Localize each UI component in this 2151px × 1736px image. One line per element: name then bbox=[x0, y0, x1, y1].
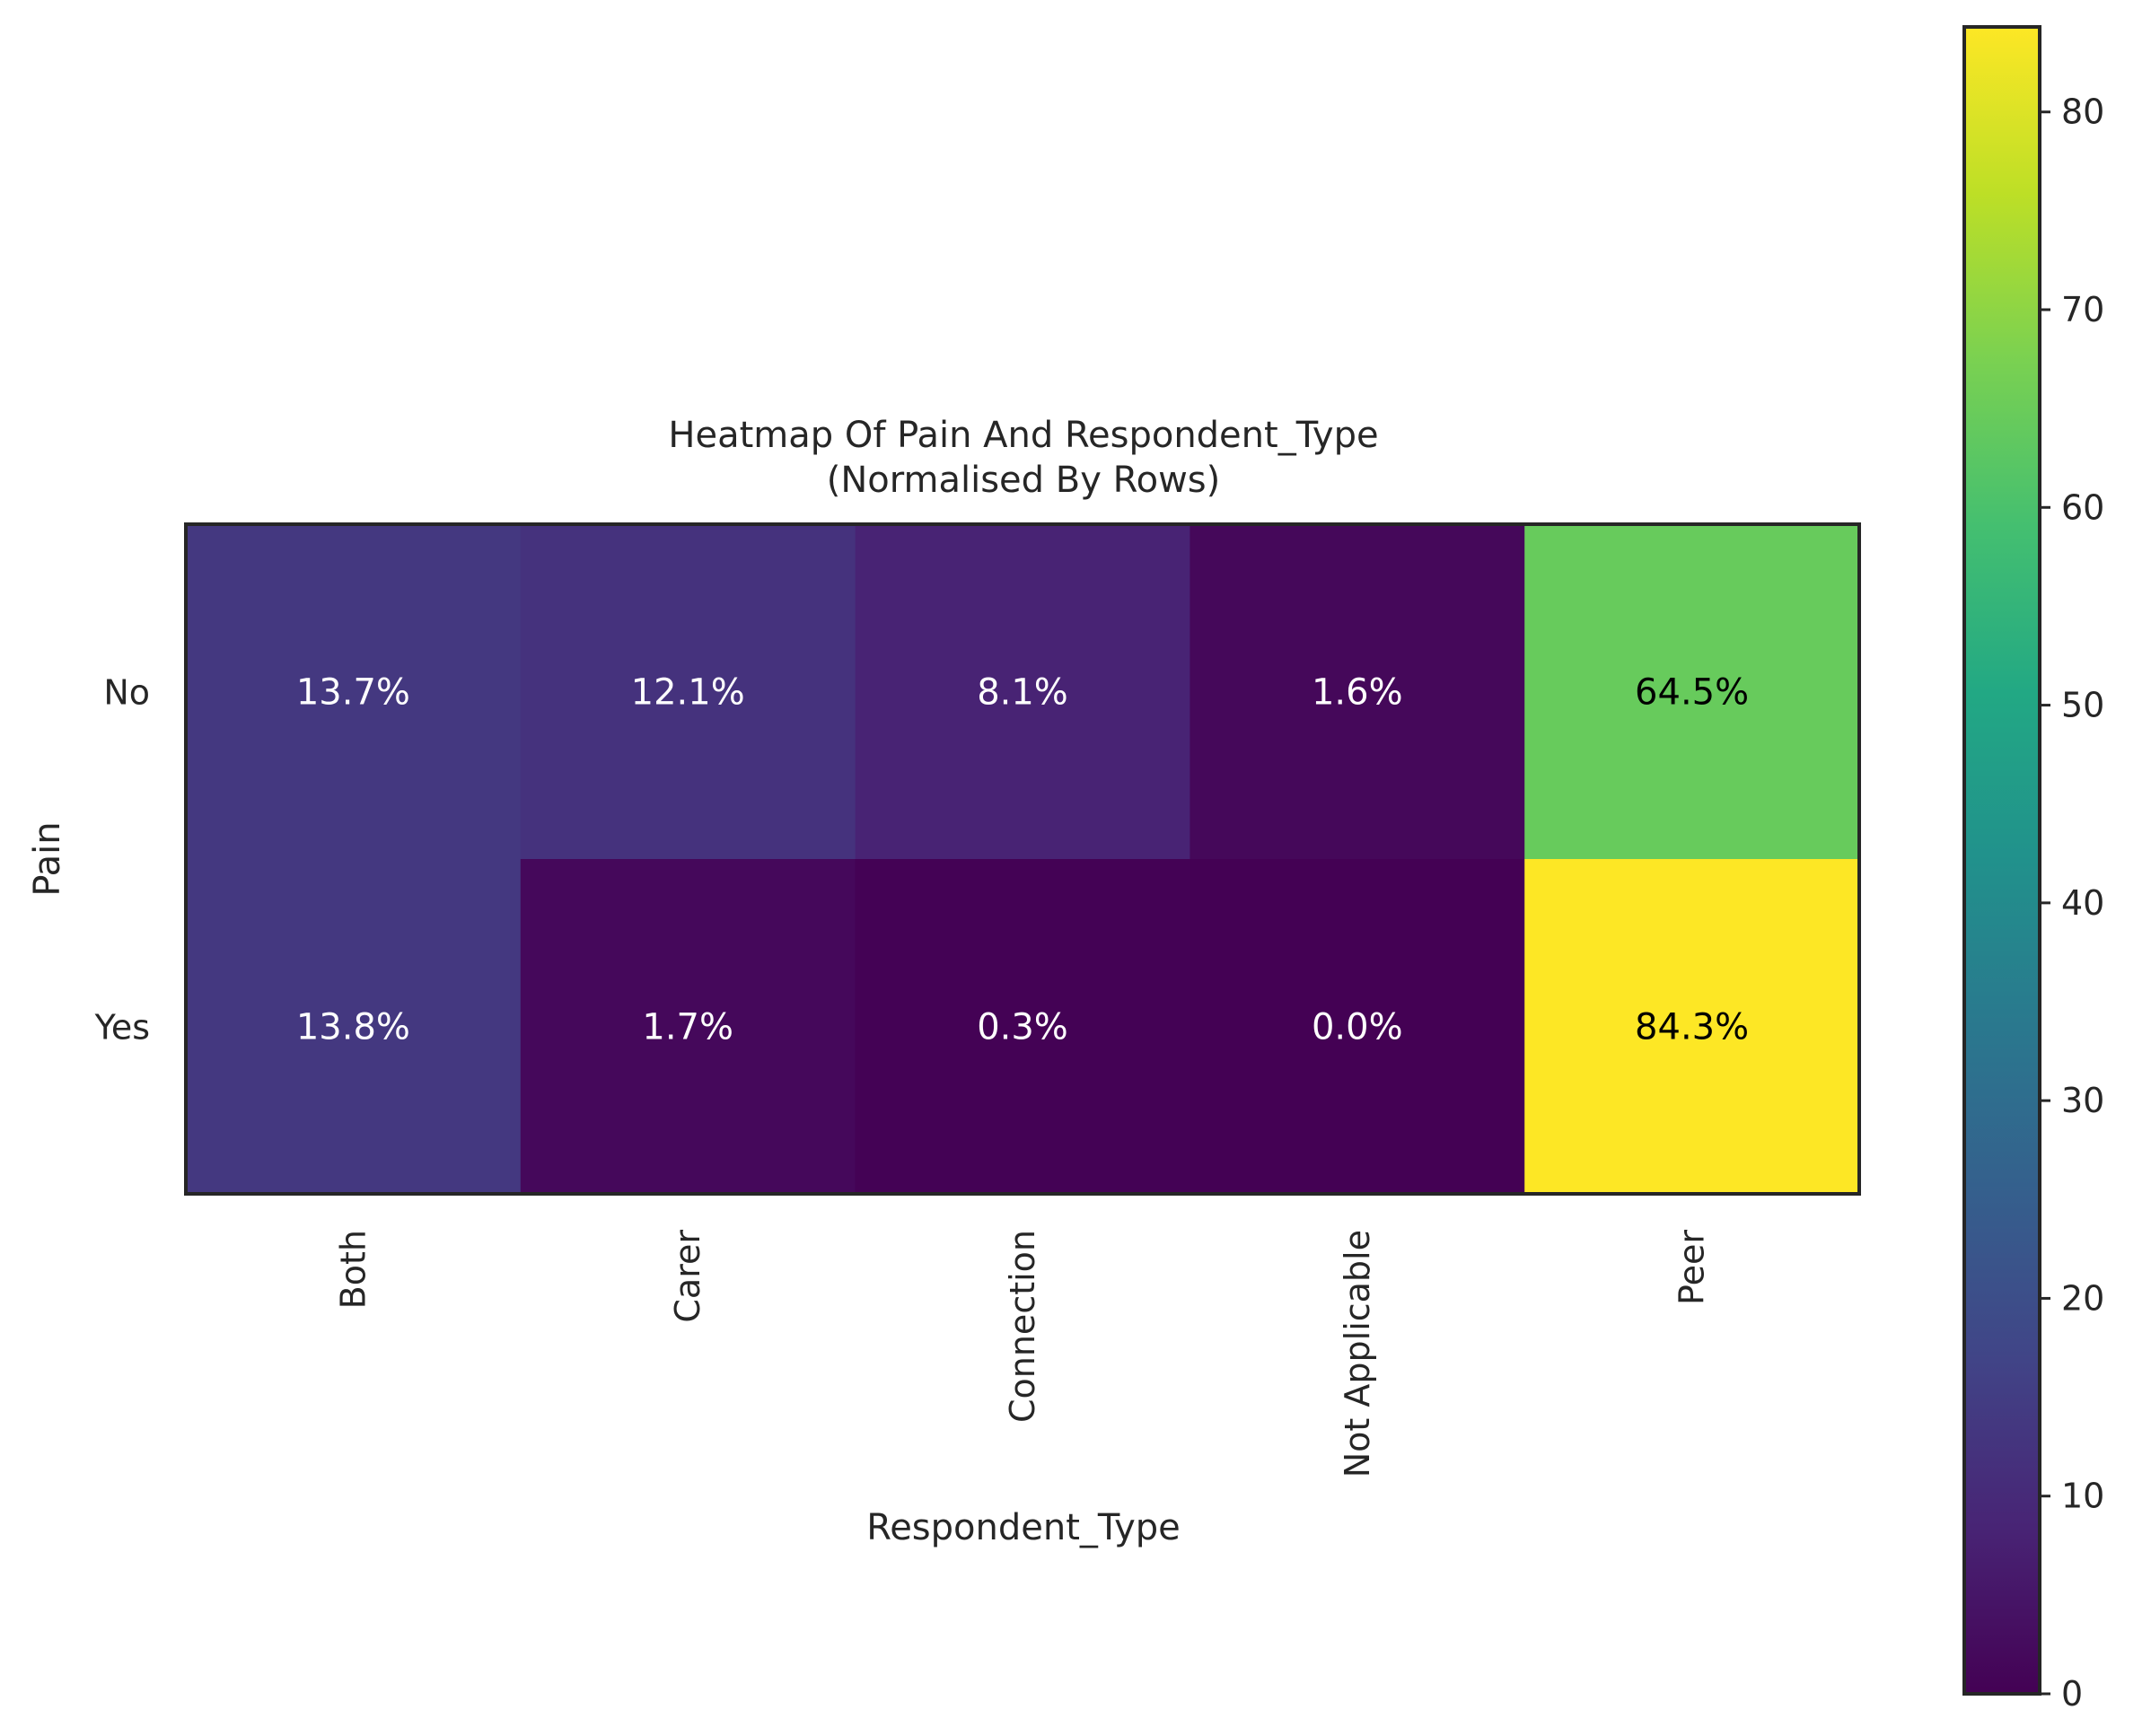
heatmap-cell bbox=[1524, 859, 1860, 1195]
x-tick-label: Carer bbox=[668, 1230, 707, 1323]
x-tick-label: Not Applicable bbox=[1338, 1230, 1377, 1477]
cell-value-label: 1.6% bbox=[1312, 672, 1403, 714]
cell-value-label: 0.0% bbox=[1312, 1007, 1403, 1048]
colorbar-frame bbox=[1962, 25, 2041, 1696]
chart-title-line-1: Heatmap Of Pain And Respondent_Type bbox=[668, 415, 1378, 456]
cell-value-label: 8.1% bbox=[977, 672, 1068, 714]
heatmap-cell bbox=[855, 524, 1190, 860]
x-tick-label: Connection bbox=[1003, 1230, 1042, 1423]
heatmap-frame bbox=[184, 522, 1861, 1196]
chart-title-line-2: (Normalised By Rows) bbox=[827, 460, 1220, 501]
colorbar-tick-label: 50 bbox=[2061, 686, 2104, 725]
x-tick-label: Peer bbox=[1673, 1230, 1712, 1305]
colorbar-tick-label: 70 bbox=[2061, 290, 2104, 329]
colorbar-tick-label: 10 bbox=[2061, 1477, 2104, 1516]
colorbar-tick-label: 80 bbox=[2061, 92, 2104, 132]
colorbar-tick-label: 40 bbox=[2061, 883, 2104, 923]
colorbar-ticks: 0 10 20 30 40 50 60 70 80 bbox=[2040, 92, 2104, 1714]
colorbar-tick-label: 20 bbox=[2061, 1278, 2104, 1318]
colorbar-gradient bbox=[1964, 27, 2040, 1694]
colorbar-tick-label: 60 bbox=[2061, 487, 2104, 527]
x-tick-labels: Both Carer Connection Not Applicable Peer bbox=[333, 1230, 1711, 1478]
heatmap-annotations: 13.7% 12.1% 8.1% 1.6% 64.5% 13.8% 1.7% 0.3% 0.0%… bbox=[296, 672, 1749, 1048]
heatmap-cell bbox=[1524, 524, 1860, 860]
cell-value-label: 13.7% bbox=[296, 672, 410, 714]
heatmap-cell bbox=[1190, 524, 1525, 860]
heatmap-cell bbox=[855, 859, 1190, 1195]
cell-value-label: 0.3% bbox=[977, 1007, 1068, 1048]
x-tick-label: Both bbox=[333, 1230, 373, 1309]
cell-value-label: 13.8% bbox=[296, 1007, 410, 1048]
cell-value-label: 12.1% bbox=[631, 672, 745, 714]
heatmap-cell bbox=[520, 859, 856, 1195]
heatmap-cells bbox=[186, 524, 1860, 1195]
y-tick-labels: No Yes bbox=[94, 673, 150, 1048]
x-axis-label: Respondent_Type bbox=[866, 1507, 1181, 1548]
y-tick-label: Yes bbox=[94, 1008, 150, 1048]
cell-value-label: 84.3% bbox=[1635, 1007, 1749, 1048]
heatmap-cell bbox=[1190, 859, 1525, 1195]
colorbar-tick-label: 0 bbox=[2061, 1674, 2083, 1714]
cell-value-label: 1.7% bbox=[642, 1007, 733, 1048]
heatmap-cell bbox=[520, 524, 856, 860]
y-tick-label: No bbox=[103, 673, 150, 713]
heatmap-cell bbox=[186, 524, 522, 860]
colorbar-tick-label: 30 bbox=[2061, 1081, 2104, 1120]
heatmap-cell bbox=[186, 859, 522, 1195]
cell-value-label: 64.5% bbox=[1635, 672, 1749, 714]
y-axis-label: Pain bbox=[27, 821, 68, 896]
